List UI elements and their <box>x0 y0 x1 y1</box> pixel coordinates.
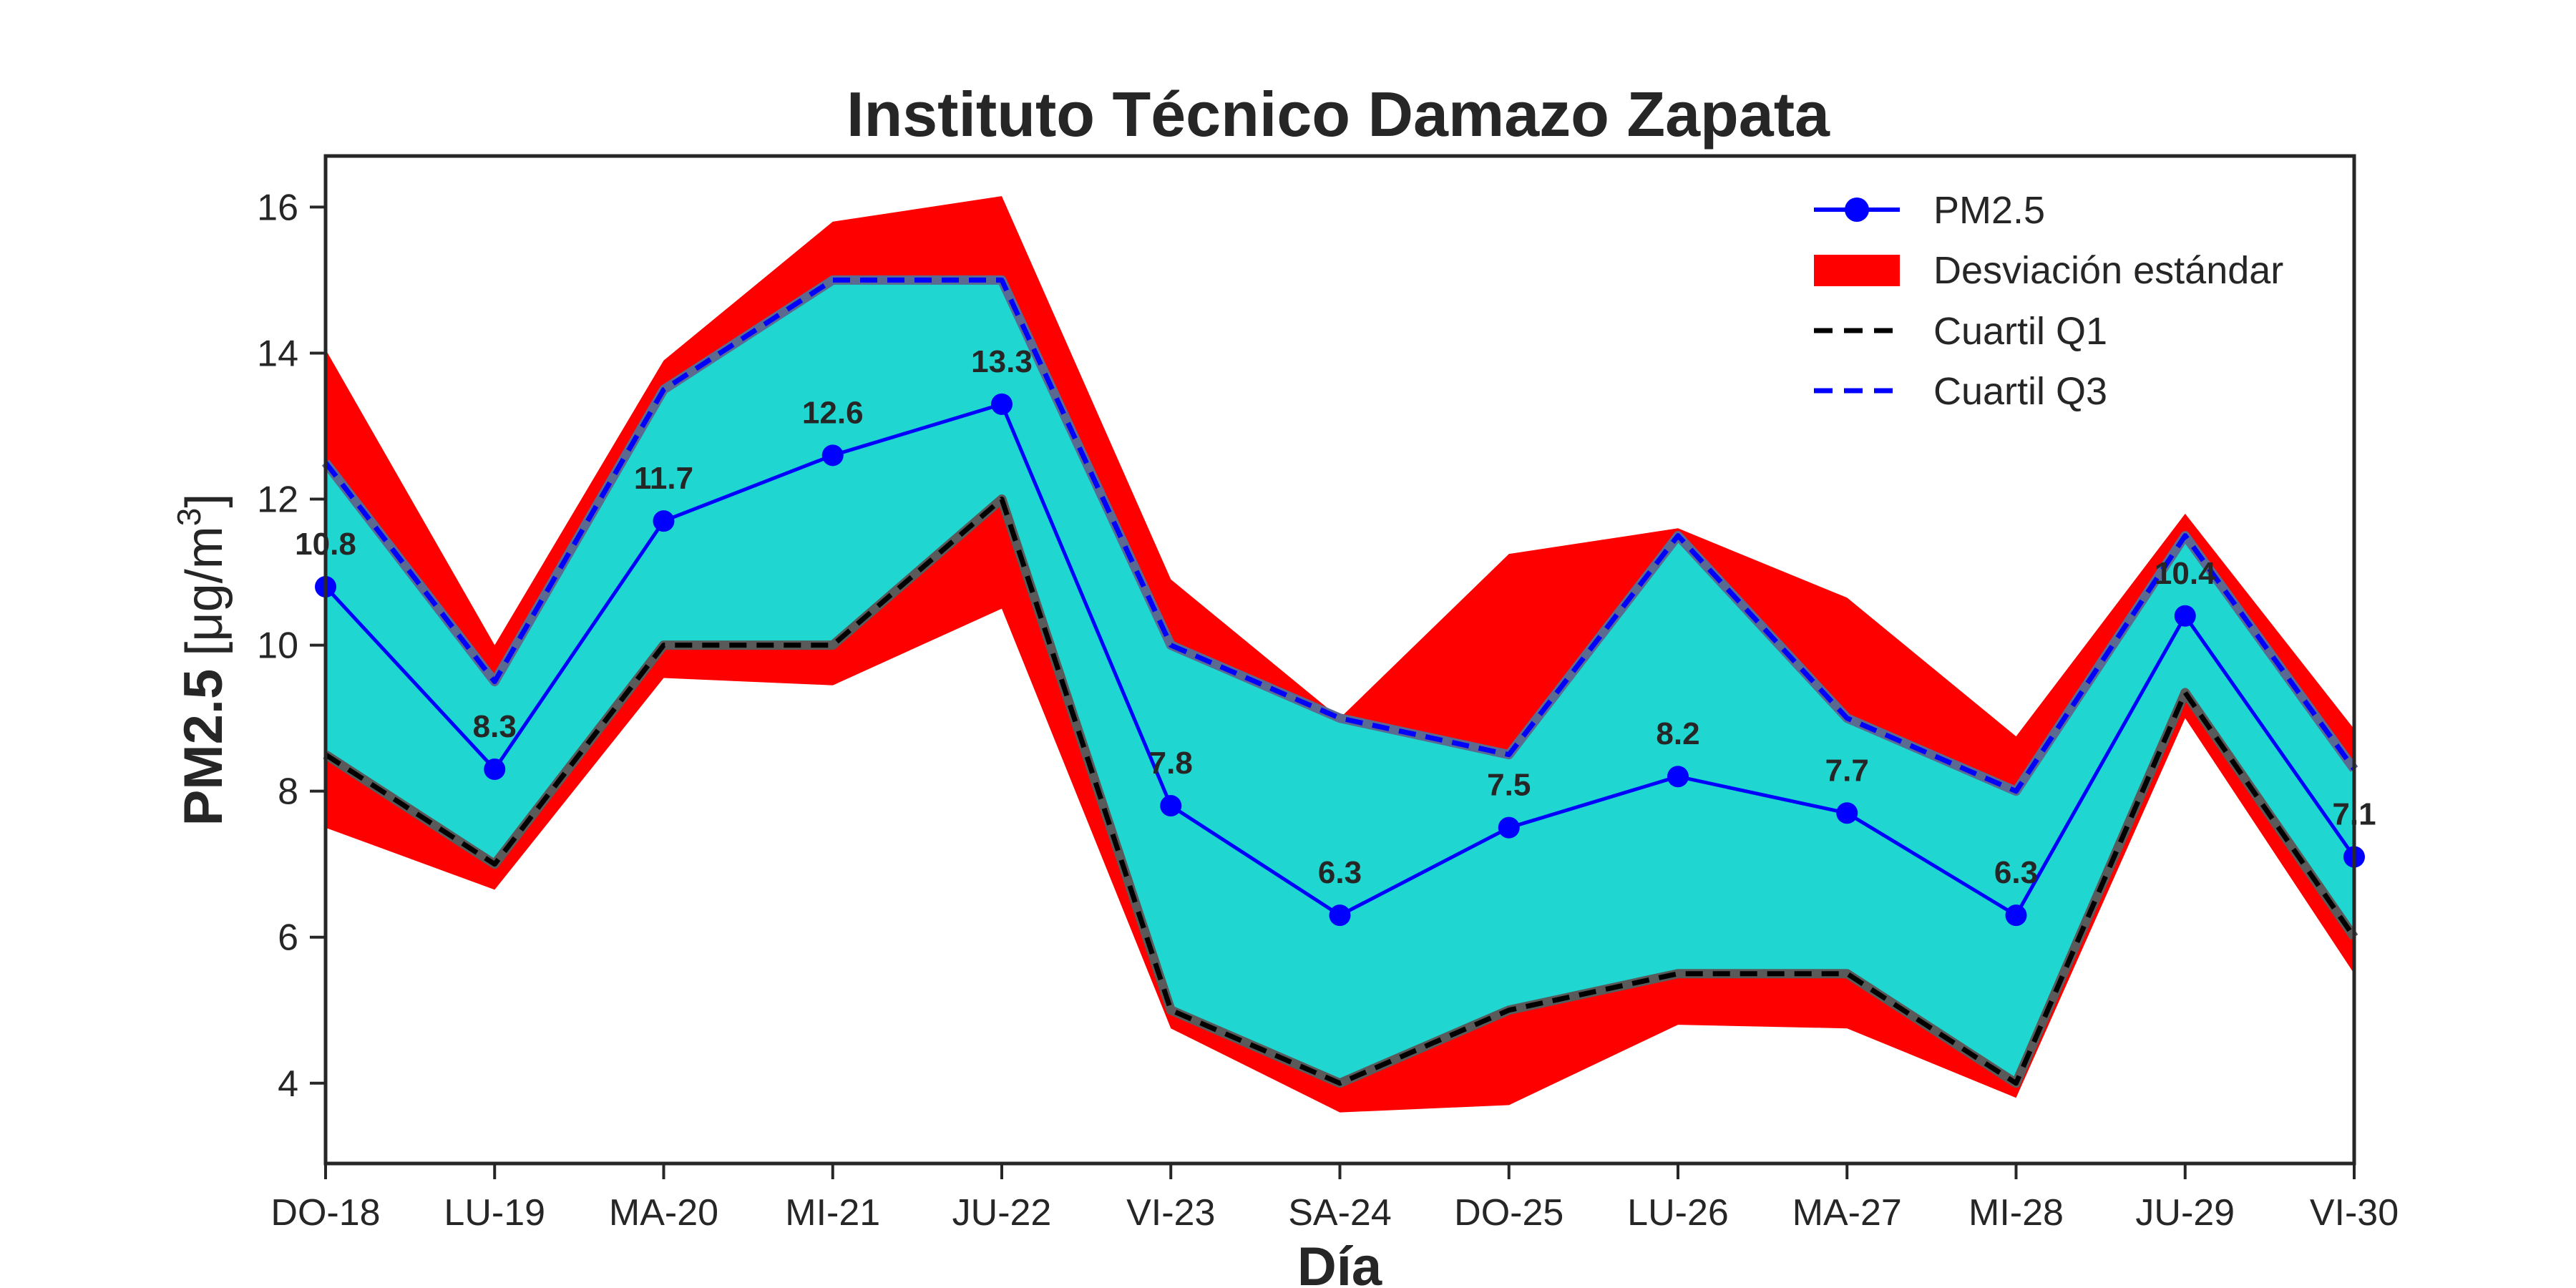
svg-text:PM2.5[μg/m3]: PM2.5 [μg/m3] <box>170 494 234 826</box>
pm25-point <box>1498 816 1520 839</box>
y-tick-label: 8 <box>278 771 298 813</box>
x-axis: DO-18 LU-19 MA-20 MI-21 JU-22 VI-23 SA-24 DO-25… <box>270 1163 2399 1234</box>
y-axis-label-main: PM2.5 <box>173 669 234 826</box>
y-tick-label: 12 <box>257 479 298 521</box>
pm25-data-label: 6.3 <box>1318 855 1362 890</box>
pm25-data-label: 6.3 <box>1994 855 2038 890</box>
pm25-point <box>1160 795 1182 817</box>
pm25-point <box>1836 802 1858 824</box>
legend-swatch-std <box>1814 255 1900 286</box>
chart-title: Instituto Técnico Damazo Zapata <box>847 79 1830 150</box>
pm25-data-label: 7.8 <box>1149 746 1193 781</box>
pm25-point <box>484 758 506 781</box>
x-tick-label: SA-24 <box>1288 1192 1392 1234</box>
pm25-data-label: 7.5 <box>1487 768 1531 803</box>
legend-marker-pm25 <box>1845 197 1869 222</box>
y-tick-label: 4 <box>278 1063 298 1105</box>
y-axis-label-close: ] <box>176 494 233 508</box>
legend-label-std: Desviación estándar <box>1933 249 2283 292</box>
x-axis-label: Día <box>1297 1236 1382 1288</box>
pm25-data-label: 13.3 <box>971 344 1033 379</box>
x-tick-label: DO-18 <box>270 1192 380 1234</box>
y-axis: 4 6 8 10 12 14 16 <box>257 187 326 1105</box>
pm25-data-label: 7.7 <box>1825 753 1869 788</box>
x-tick-label: MI-28 <box>1968 1192 2064 1234</box>
interquartile-fill <box>326 280 2354 1083</box>
x-tick-label: JU-29 <box>2135 1192 2235 1234</box>
x-tick-label: VI-23 <box>1126 1192 1215 1234</box>
x-tick-label: MA-27 <box>1792 1192 1902 1234</box>
pm25-data-label: 10.4 <box>2155 556 2216 591</box>
pm25-point <box>821 444 844 467</box>
pm25-data-label: 12.6 <box>802 395 864 430</box>
pm25-data-label: 11.7 <box>634 461 693 496</box>
y-tick-label: 16 <box>257 187 298 228</box>
x-tick-label: DO-25 <box>1454 1192 1563 1234</box>
y-tick-label: 10 <box>257 625 298 667</box>
x-tick-label: JU-22 <box>952 1192 1052 1234</box>
legend-label-q1: Cuartil Q1 <box>1933 310 2107 353</box>
legend-label-pm25: PM2.5 <box>1933 189 2045 232</box>
y-axis-label-unit: [μg/m <box>176 526 233 656</box>
y-axis-label-sup: 3 <box>170 508 208 527</box>
pm25-point <box>991 393 1013 415</box>
legend-label-q3: Cuartil Q3 <box>1933 370 2107 413</box>
y-tick-label: 6 <box>278 917 298 959</box>
legend: PM2.5 Desviación estándar Cuartil Q1 Cua… <box>1814 189 2283 413</box>
pm25-point <box>1329 904 1351 927</box>
x-tick-label: VI-30 <box>2310 1192 2399 1234</box>
q1-line <box>324 497 2356 1086</box>
x-tick-label: LU-19 <box>444 1192 545 1234</box>
x-tick-label: LU-26 <box>1627 1192 1729 1234</box>
pm25-data-label: 8.2 <box>1656 716 1699 751</box>
pm25-point <box>653 510 675 532</box>
x-tick-label: MA-20 <box>609 1192 718 1234</box>
pm25-point <box>1667 766 1689 788</box>
y-axis-label: PM2.5 [μg/m3] <box>170 494 234 826</box>
pm25-data-label: 8.3 <box>473 709 517 744</box>
pm25-point <box>2005 904 2027 927</box>
pm25-point <box>2174 605 2196 627</box>
q3-line <box>323 277 2356 794</box>
plot-area: 10.88.311.712.613.37.86.37.58.27.76.310.… <box>295 196 2376 1113</box>
y-tick-label: 14 <box>257 333 298 374</box>
x-tick-label: MI-21 <box>785 1192 880 1234</box>
